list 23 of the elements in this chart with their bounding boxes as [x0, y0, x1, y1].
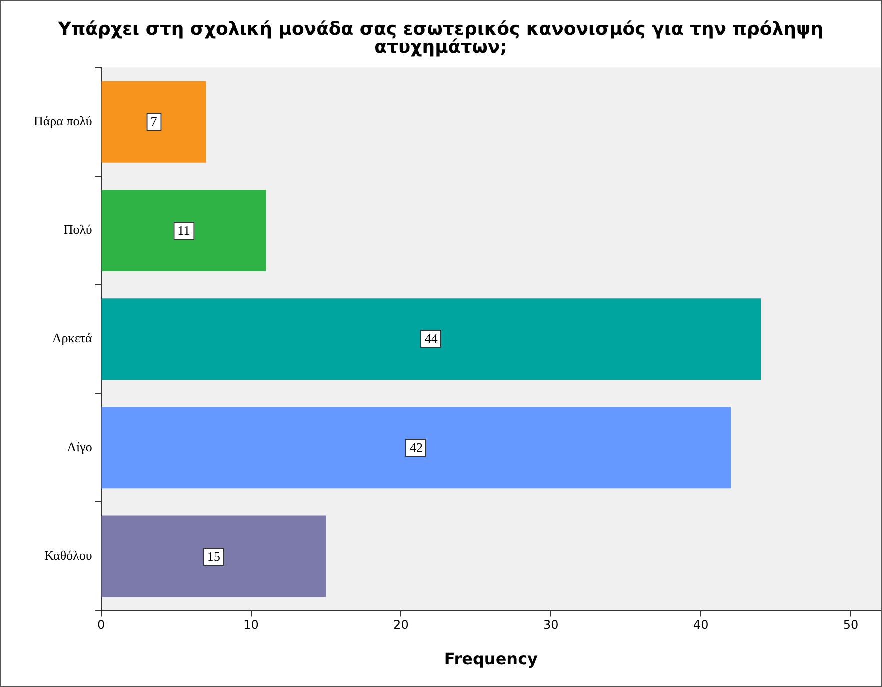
bar [102, 190, 266, 272]
y-tick-label: Αρκετά [52, 330, 93, 346]
bar [102, 516, 326, 598]
bar [102, 407, 732, 489]
y-tick-label: Πολύ [64, 222, 92, 238]
bar [102, 81, 206, 163]
x-axis-title: Frequency [444, 650, 539, 669]
data-label: 44 [420, 330, 442, 348]
y-tick-label: Καθόλου [44, 548, 92, 563]
x-tick-label: 20 [394, 618, 409, 632]
data-label: 11 [174, 222, 194, 240]
data-label: 15 [204, 548, 225, 566]
bar [102, 298, 762, 380]
x-tick-label: 0 [97, 618, 106, 632]
x-tick-label: 10 [244, 618, 259, 632]
x-tick-label: 50 [843, 618, 859, 632]
chart-title: Υπάρχει στη σχολική μονάδα σας εσωτερικός κανονισμός για την πρόληψη ατυχημάτων; [57, 19, 825, 58]
y-tick-label: Λίγο [67, 439, 92, 454]
x-tick-label: 40 [693, 618, 709, 632]
y-tick-label: Πάρα πολύ [34, 114, 92, 129]
data-label: 42 [406, 438, 427, 457]
data-label: 7 [146, 113, 162, 132]
x-tick-label: 30 [543, 618, 559, 632]
